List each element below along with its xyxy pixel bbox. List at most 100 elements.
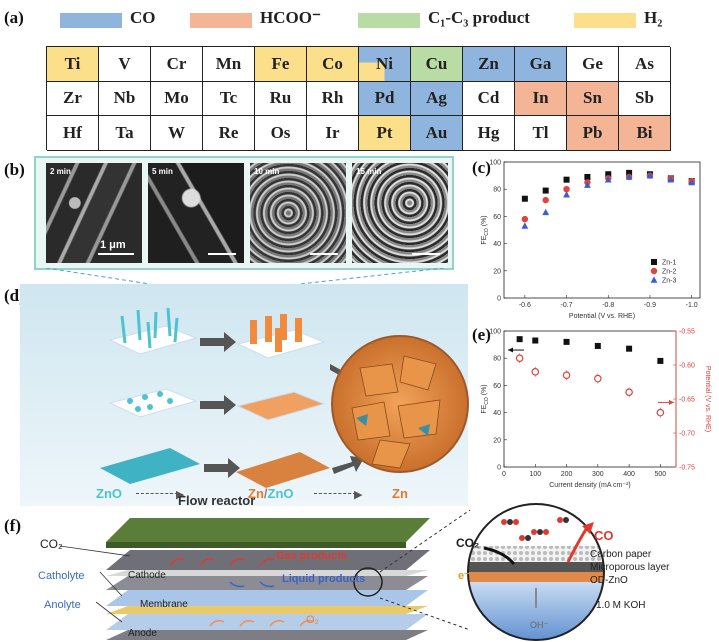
data-point [532, 337, 539, 344]
element-cell-hg: Hg [463, 116, 515, 151]
arrowhead-2-icon: ▶ [354, 489, 363, 501]
element-cell-in: In [515, 81, 567, 117]
panel-label-a: (a) [4, 8, 24, 27]
data-point [542, 187, 549, 194]
y2-tick-label: -0.70 [679, 431, 695, 438]
y-tick-label: 40 [493, 241, 501, 248]
element-cell-pb: Pb [567, 116, 619, 151]
x-tick-label: -0.7 [561, 302, 573, 309]
top-plate [106, 518, 430, 542]
y-tick-label: 0 [497, 296, 501, 303]
label-zn-zno-slash: / [263, 486, 268, 501]
data-point [531, 367, 540, 376]
element-cell-pt: Pt [359, 116, 411, 151]
data-point [625, 173, 633, 180]
y-tick-label: 80 [493, 187, 501, 194]
data-point [667, 176, 675, 183]
y-axis-label-sub: CO [484, 228, 490, 236]
label-zn-zno: Zn/ZnO [248, 486, 294, 501]
co2-molecules [501, 517, 569, 541]
zn-flakes [351, 355, 441, 469]
y-axis-label-fe: FE [481, 404, 488, 413]
data-point [521, 215, 529, 223]
element-cell-ru: Ru [255, 81, 307, 117]
y2-tick-label: -0.55 [679, 329, 695, 336]
element-cell-bi: Bi [619, 116, 671, 151]
zn-zno-rods [250, 314, 302, 352]
chart-c: 0 20 40 60 80 100 -0.6 -0.7 -0.8 -0.9 -1.0 Potentia… [481, 160, 701, 320]
x-tick-label: -1.0 [686, 302, 698, 309]
data-point [594, 342, 601, 349]
label-zn: Zn [392, 486, 408, 501]
y-axis-label: FECO (%) [481, 384, 490, 413]
label-membrane: Membrane [140, 599, 188, 610]
electrode-zoom [467, 503, 605, 641]
sem-time-2: 5 min [152, 167, 173, 176]
element-cell-ga: Ga [515, 47, 567, 82]
x-tick-label: 400 [623, 471, 635, 478]
y-tick-label: 100 [489, 329, 501, 336]
y-tick-label: 100 [489, 160, 501, 167]
label-liquid-products: Liquid products [282, 573, 366, 585]
label-anode: Anode [128, 628, 157, 639]
zoom-label-electron: e⁻ [458, 570, 470, 582]
element-cell-w: W [151, 116, 203, 151]
panel-label-e: (e) [472, 325, 491, 344]
element-cell-ir: Ir [307, 116, 359, 151]
sem-image-4: 15 min [352, 163, 448, 263]
panel-label-d: (d) [4, 286, 25, 305]
zoom-label-odzno: OD-ZnO [590, 575, 628, 586]
reactor-title: Flow reactor [178, 493, 256, 508]
x-axis-label: Current density (mA cm⁻²) [549, 482, 631, 489]
element-cell-rh: Rh [307, 81, 359, 117]
legend-swatch-co [60, 13, 122, 28]
x-tick-label: 300 [592, 471, 604, 478]
y-tick-label: 0 [497, 465, 501, 472]
y-axis-label-fe: FE [481, 235, 488, 244]
y-tick-label: 20 [493, 437, 501, 444]
data-point [584, 173, 591, 180]
co-arrowhead-icon [582, 522, 594, 534]
zno-substrate-2 [108, 388, 198, 418]
series-zn-3 [521, 172, 696, 229]
x-tick-label: -0.8 [602, 302, 614, 309]
sem-time-3: 10 min [254, 167, 280, 176]
y-tick-label: 20 [493, 268, 501, 275]
y-axis-label-unit: (%) [481, 384, 488, 397]
data-point [563, 338, 570, 345]
element-cell-ti: Ti [47, 47, 99, 82]
data-point [605, 171, 612, 178]
series-zn-1 [521, 169, 695, 202]
data-point [542, 208, 550, 216]
periodic-table: Ti V Cr Mn Fe Co Ni Cu Zn Ga Ge As Zr Nb Mo Tc Ru Rh Pd Ag C… [46, 46, 671, 151]
series-fe-co [516, 336, 664, 364]
element-cell-v: V [99, 47, 151, 82]
microporous-layer-band [468, 562, 604, 572]
data-point [521, 195, 528, 202]
y-tick-label: 60 [493, 214, 501, 221]
arrowhead-1-icon: ▶ [176, 489, 185, 501]
zoom-label-carbon-paper: Carbon paper [590, 549, 652, 560]
label-zno: ZnO [96, 486, 122, 501]
legend-label: Zn-1 [662, 260, 677, 267]
label-co2: CO₂ [40, 537, 63, 551]
legend-swatch-h2 [574, 13, 636, 28]
zoom-marker-circle [353, 567, 383, 597]
sem-image-2: 5 min [148, 163, 244, 263]
element-cell-re: Re [203, 116, 255, 151]
legend-label-h2: H₂ [644, 8, 663, 27]
legend-label-hcoo: HCOO⁻ [260, 8, 321, 27]
data-point [584, 181, 591, 188]
sem-image-1: 2 min 1 μm [46, 163, 142, 263]
plot-frame [503, 161, 701, 299]
zoom-label-oh: OH⁻ [530, 620, 549, 630]
zno-nanorods [120, 307, 179, 349]
zn-zno-substrate-2 [236, 391, 326, 421]
sem-image-3: 10 min [250, 163, 346, 263]
legend-label-co: CO [130, 8, 156, 27]
element-cell-co: Co [307, 47, 359, 82]
y2-tick-label: -0.60 [679, 363, 695, 370]
series-potential [515, 353, 665, 418]
sem-time-4: 15 min [356, 167, 382, 176]
data-point [657, 357, 664, 364]
